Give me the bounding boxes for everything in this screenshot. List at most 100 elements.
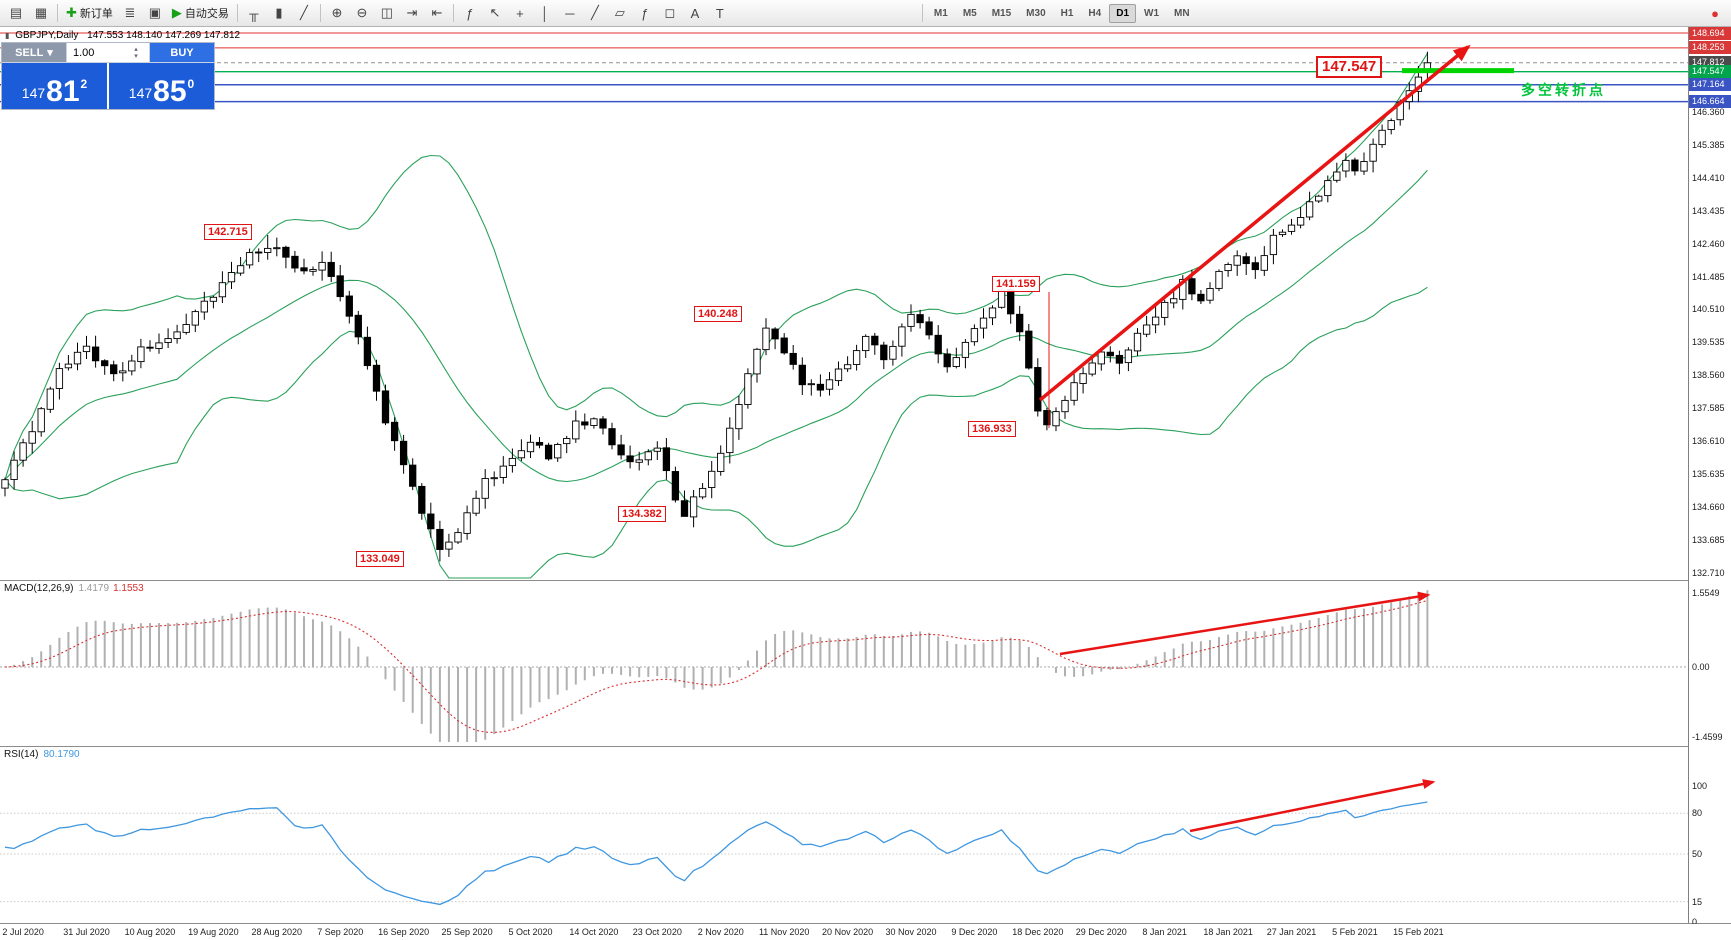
connection-status-icon[interactable]: ● bbox=[1703, 2, 1727, 24]
line-chart-icon[interactable]: ╱ bbox=[292, 2, 316, 24]
sell-price-main: 147 bbox=[21, 85, 46, 101]
trend-line-icon-glyph: ╱ bbox=[590, 5, 599, 20]
price-tick: 143.435 bbox=[1692, 205, 1725, 216]
new-order-button-label: 新订单 bbox=[79, 8, 113, 20]
candles bbox=[1, 51, 1432, 562]
sell-button-label: SELL bbox=[15, 46, 44, 59]
new-chart-icon-glyph: ▤ bbox=[9, 5, 23, 20]
rsi-scale-tick: 80 bbox=[1692, 808, 1703, 819]
new-order-button[interactable]: ✚ 新订单 bbox=[62, 2, 117, 24]
chart-shift-icon[interactable]: ⇤ bbox=[425, 2, 449, 24]
price-tick: 146.360 bbox=[1692, 106, 1725, 117]
crosshair-icon-glyph: + bbox=[516, 5, 524, 21]
zoom-in-icon[interactable]: ⊕ bbox=[325, 2, 349, 24]
rsi-name: RSI(14) bbox=[4, 749, 39, 760]
price-tag[interactable]: 147.164 bbox=[1689, 78, 1731, 92]
channel-icon[interactable]: ▱ bbox=[608, 2, 632, 24]
volume-stepper[interactable]: ▴ ▾ bbox=[129, 46, 143, 60]
autotrading-button-label: 自动交易 bbox=[184, 8, 229, 20]
date-label: 31 Jul 2020 bbox=[63, 927, 110, 937]
trend-line-icon[interactable]: ╱ bbox=[583, 2, 607, 24]
macd-scale-tick: 1.5549 bbox=[1692, 587, 1720, 598]
macd-trend-arrow[interactable] bbox=[1059, 591, 1431, 656]
bar-chart-icon[interactable]: ╥ bbox=[242, 2, 266, 24]
timeframe-m30-button[interactable]: M30 bbox=[1026, 7, 1046, 19]
panel-divider-rsi[interactable] bbox=[0, 746, 1731, 747]
autotrading-glyph: ▶ bbox=[171, 5, 182, 20]
date-label: 9 Dec 2020 bbox=[951, 927, 998, 937]
price-tag[interactable]: 148.694 bbox=[1689, 26, 1731, 40]
arrow-marks-icon-glyph: T bbox=[715, 5, 724, 21]
candlestick-chart-icon-glyph: ▮ bbox=[275, 5, 283, 20]
fibonacci-icon[interactable]: ƒ bbox=[633, 2, 657, 24]
candlestick-chart-icon[interactable]: ▮ bbox=[267, 2, 291, 24]
trend-annotations[interactable] bbox=[1038, 44, 1514, 833]
date-axis[interactable]: 2 Jul 2020 31 Jul 2020 10 Aug 2020 19 Aug 2… bbox=[0, 924, 1731, 940]
crosshair-icon[interactable]: + bbox=[508, 2, 532, 24]
date-label: 18 Dec 2020 bbox=[1012, 927, 1064, 937]
templates-icon[interactable]: ▣ bbox=[143, 2, 167, 24]
cursor-icon[interactable]: ↖ bbox=[483, 2, 507, 24]
tile-windows-icon[interactable]: ◫ bbox=[375, 2, 399, 24]
cursor-icon-glyph: ↖ bbox=[489, 5, 501, 20]
indicators-icon[interactable]: ƒ bbox=[458, 2, 482, 24]
stepper-down-icon[interactable]: ▾ bbox=[134, 52, 138, 60]
new-chart-icon[interactable]: ▤ bbox=[4, 2, 28, 24]
horizontal-line-icon[interactable]: ─ bbox=[558, 2, 582, 24]
macd-indicator bbox=[0, 590, 1688, 742]
timeframe-m15-button[interactable]: M15 bbox=[991, 7, 1012, 19]
zoom-out-icon[interactable]: ⊖ bbox=[350, 2, 374, 24]
price-tick: 134.660 bbox=[1692, 502, 1725, 513]
text-icon[interactable]: A bbox=[683, 2, 707, 24]
price-tick: 137.585 bbox=[1692, 403, 1725, 414]
rsi-trend-arrow[interactable] bbox=[1189, 779, 1436, 833]
sell-price-frac: 2 bbox=[80, 77, 88, 91]
sell-price-button[interactable]: 147 81 2 bbox=[2, 63, 107, 109]
vertical-line-icon[interactable]: │ bbox=[533, 2, 557, 24]
timeframe-d1-button[interactable]: D1 bbox=[1109, 3, 1137, 23]
timeframe-mn-button[interactable]: MN bbox=[1174, 7, 1190, 19]
connection-status-icon-glyph: ● bbox=[1711, 5, 1719, 21]
buy-price-button[interactable]: 147 85 0 bbox=[109, 63, 214, 109]
date-label: 11 Nov 2020 bbox=[758, 927, 810, 937]
bollinger-bands bbox=[4, 53, 1428, 579]
price-tag[interactable]: 146.664 bbox=[1689, 95, 1731, 109]
panel-divider-macd[interactable] bbox=[0, 580, 1731, 581]
date-label: 27 Jan 2021 bbox=[1266, 927, 1317, 937]
shapes-icon[interactable]: ◻ bbox=[658, 2, 682, 24]
price-tag[interactable]: 148.253 bbox=[1689, 41, 1731, 55]
price-axis[interactable]: 146.360 145.385 144.410 143.435 142.460 141.4… bbox=[1688, 26, 1731, 927]
auto-scroll-icon-glyph: ⇥ bbox=[406, 5, 418, 20]
autotrading-button[interactable]: ▶ 自动交易 bbox=[168, 2, 233, 24]
date-label: 20 Nov 2020 bbox=[822, 927, 874, 937]
market-depth-icon[interactable]: ≣ bbox=[118, 2, 142, 24]
price-trend-arrow[interactable] bbox=[1038, 44, 1471, 402]
horizontal-level-lines[interactable] bbox=[0, 32, 1688, 103]
price-tag[interactable]: 147.547 bbox=[1689, 65, 1731, 79]
timeframe-w1-button[interactable]: W1 bbox=[1144, 7, 1160, 19]
volume-field: ▴ ▾ bbox=[66, 43, 150, 62]
macd-scale-tick: 0.00 bbox=[1692, 662, 1710, 672]
zoom-in-icon-glyph: ⊕ bbox=[331, 5, 343, 20]
date-label: 10 Aug 2020 bbox=[124, 927, 176, 937]
volume-input[interactable] bbox=[67, 46, 129, 59]
timeframe-h4-button[interactable]: H4 bbox=[1088, 7, 1102, 19]
arrow-marks-icon[interactable]: T bbox=[708, 2, 732, 24]
toolbar-separator bbox=[57, 4, 58, 22]
date-label: 2 Nov 2020 bbox=[697, 927, 744, 937]
date-label: 28 Aug 2020 bbox=[251, 927, 303, 937]
new-order-glyph: ✚ bbox=[66, 5, 77, 20]
timeframe-m5-button[interactable]: M5 bbox=[962, 7, 977, 19]
date-label: 25 Sep 2020 bbox=[441, 927, 493, 937]
sell-button[interactable]: SELL ▾ bbox=[2, 43, 66, 62]
timeframe-h1-button[interactable]: H1 bbox=[1060, 7, 1074, 19]
chart-profiles-icon[interactable]: ▦ bbox=[29, 2, 53, 24]
buy-price-main: 147 bbox=[128, 85, 153, 101]
stepper-up-icon[interactable]: ▴ bbox=[134, 45, 138, 53]
timeframe-m1-button[interactable]: M1 bbox=[933, 7, 948, 19]
price-tick: 140.510 bbox=[1692, 304, 1725, 315]
auto-scroll-icon[interactable]: ⇥ bbox=[400, 2, 424, 24]
buy-button[interactable]: BUY bbox=[150, 43, 214, 62]
